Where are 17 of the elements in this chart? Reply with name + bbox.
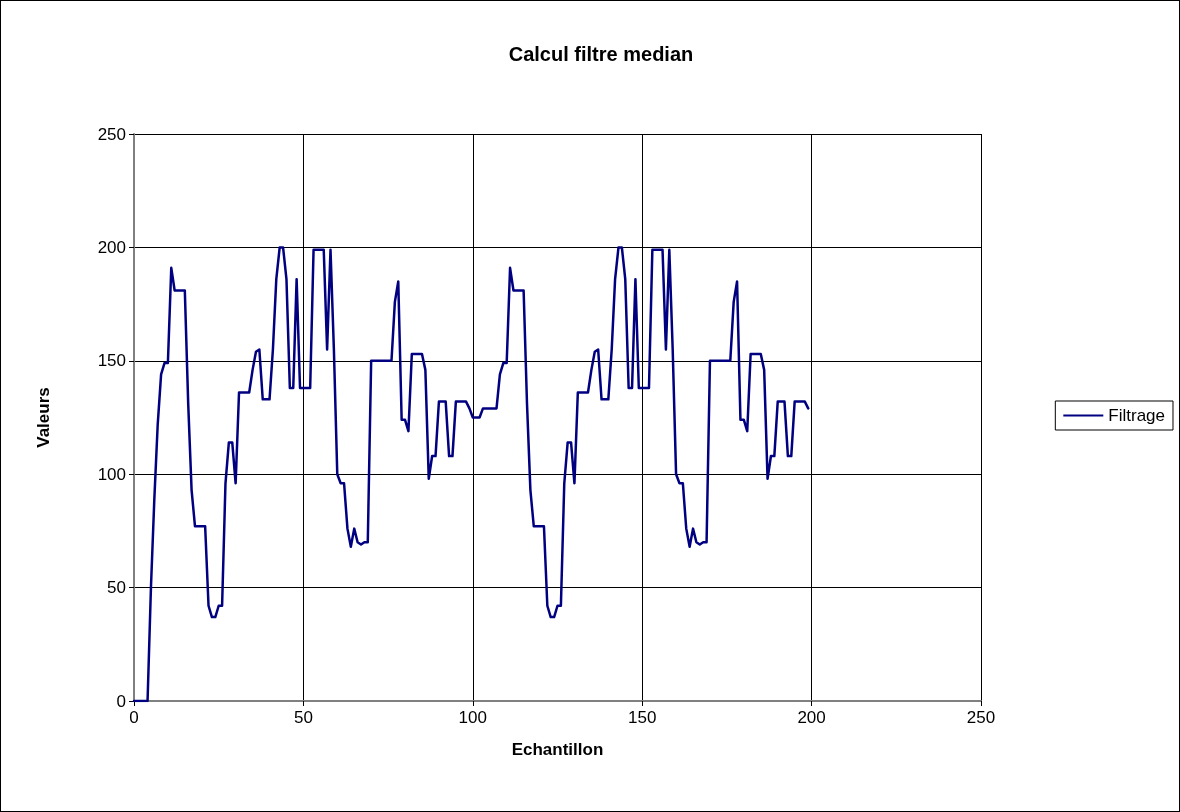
y-tick-label: 150: [97, 351, 126, 371]
y-axis-title: Valeurs: [34, 387, 53, 448]
y-tick-label: 50: [107, 578, 126, 598]
x-tick-label: 50: [293, 708, 313, 727]
y-tick-label: 100: [97, 464, 126, 484]
x-tick-label: 150: [628, 708, 657, 727]
y-tick-label: 0: [116, 691, 126, 711]
x-tick-label: 200: [797, 708, 826, 727]
x-tick-label: 250: [966, 708, 996, 727]
y-tick-label: 200: [97, 237, 126, 257]
chart-title: Calcul filtre median: [508, 43, 694, 65]
y-tick-label: 250: [97, 124, 126, 144]
x-axis-title: Echantillon: [511, 740, 604, 759]
x-tick-label: 100: [458, 708, 487, 727]
x-tick-label: 0: [129, 708, 139, 727]
legend-label: Filtrage: [1108, 406, 1165, 425]
line-series: [132, 246, 810, 703]
